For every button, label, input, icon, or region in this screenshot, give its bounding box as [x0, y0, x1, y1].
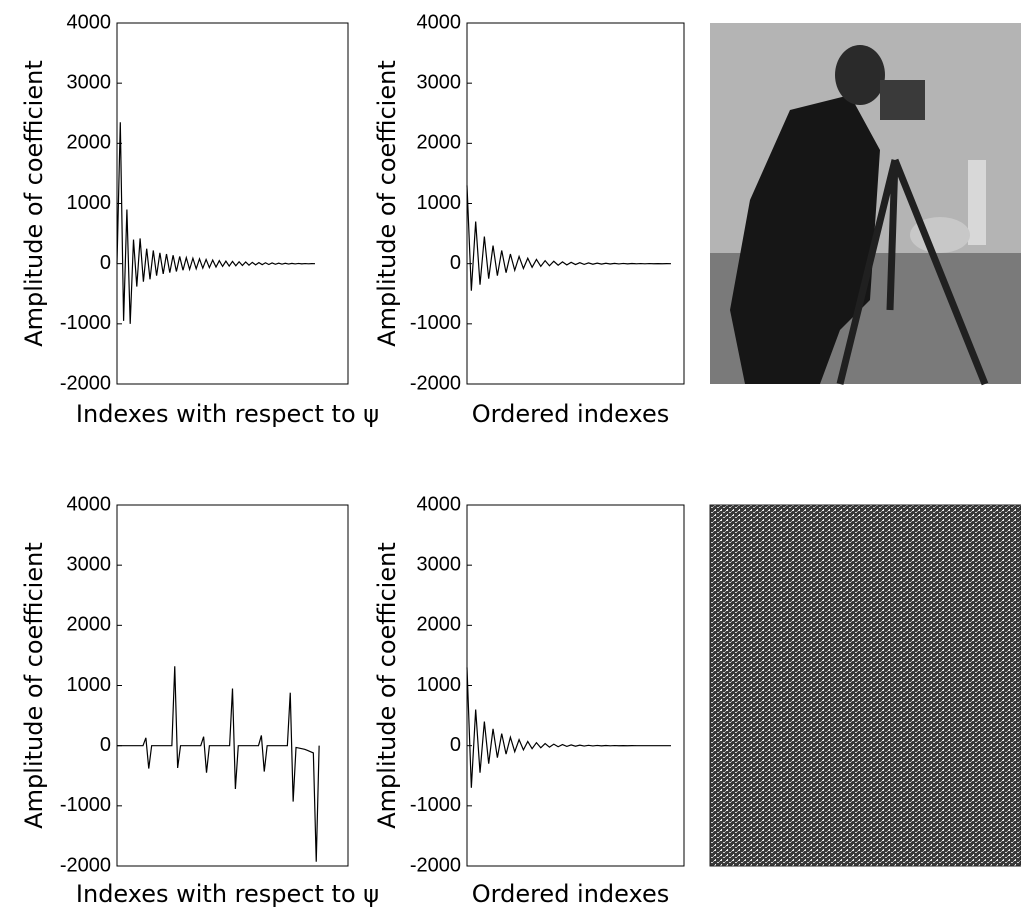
noise-image — [709, 504, 1021, 867]
y-axis-label: Amplitude of coefficient — [373, 60, 401, 346]
y-tick-label: -2000 — [60, 854, 111, 876]
line — [116, 122, 316, 324]
y-axis-label: Amplitude of coefficient — [20, 60, 48, 346]
y-tick-label: 3000 — [67, 71, 112, 93]
y-tick-label: -1000 — [60, 312, 111, 334]
x-axis-label: Ordered indexes — [472, 880, 670, 908]
y-tick-label: -1000 — [410, 312, 461, 334]
y-tick-label: 2000 — [417, 132, 462, 154]
y-tick-label: 2000 — [67, 132, 112, 154]
x-axis-label: Indexes with respect to ψ — [76, 400, 379, 428]
y-axis-label: Amplitude of coefficient — [20, 542, 48, 828]
line — [466, 667, 671, 788]
y-tick-label: -1000 — [410, 794, 461, 816]
y-tick-label: 3000 — [67, 553, 112, 575]
line — [466, 185, 671, 291]
y-tick-label: 4000 — [67, 11, 112, 33]
axes-box — [116, 504, 349, 867]
cameraman-image — [710, 23, 1021, 386]
y-tick-label: -1000 — [60, 794, 111, 816]
y-tick-label: 2000 — [417, 614, 462, 636]
y-tick-label: 0 — [450, 252, 461, 274]
y-tick-label: 1000 — [417, 192, 462, 214]
y-tick-label: 1000 — [67, 674, 112, 696]
axes-box — [466, 22, 685, 385]
y-tick-label: -2000 — [410, 854, 461, 876]
y-tick-label: 2000 — [67, 614, 112, 636]
y-tick-label: 4000 — [67, 493, 112, 515]
y-tick-label: 1000 — [67, 192, 112, 214]
y-tick-label: 1000 — [417, 674, 462, 696]
axes-box — [466, 504, 685, 867]
y-tick-label: 3000 — [417, 71, 462, 93]
x-axis-label: Ordered indexes — [472, 400, 670, 428]
y-tick-label: 0 — [100, 734, 111, 756]
y-tick-label: 0 — [100, 252, 111, 274]
axes-box — [116, 22, 349, 385]
y-tick-label: 4000 — [417, 11, 462, 33]
y-tick-label: 3000 — [417, 553, 462, 575]
y-tick-label: 4000 — [417, 493, 462, 515]
y-axis-label: Amplitude of coefficient — [373, 542, 401, 828]
y-tick-label: -2000 — [410, 372, 461, 394]
x-axis-label: Indexes with respect to ψ — [76, 880, 379, 908]
y-tick-label: 0 — [450, 734, 461, 756]
y-tick-label: -2000 — [60, 372, 111, 394]
line — [117, 666, 320, 862]
